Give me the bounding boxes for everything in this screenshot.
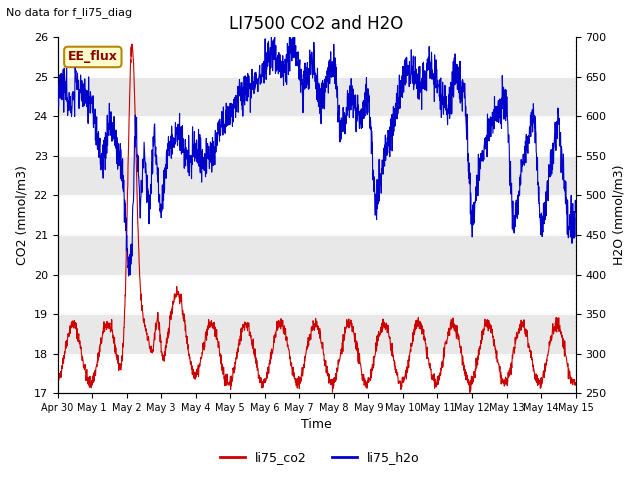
- Bar: [58, 314, 575, 354]
- Text: No data for f_li75_diag: No data for f_li75_diag: [6, 7, 132, 18]
- X-axis label: Time: Time: [301, 419, 332, 432]
- Bar: [58, 235, 575, 275]
- Y-axis label: CO2 (mmol/m3): CO2 (mmol/m3): [15, 165, 28, 265]
- Title: LI7500 CO2 and H2O: LI7500 CO2 and H2O: [229, 15, 404, 33]
- Bar: [58, 156, 575, 195]
- Bar: [58, 77, 575, 116]
- Legend: li75_co2, li75_h2o: li75_co2, li75_h2o: [215, 446, 425, 469]
- Y-axis label: H2O (mmol/m3): H2O (mmol/m3): [612, 165, 625, 265]
- Text: EE_flux: EE_flux: [68, 50, 118, 63]
